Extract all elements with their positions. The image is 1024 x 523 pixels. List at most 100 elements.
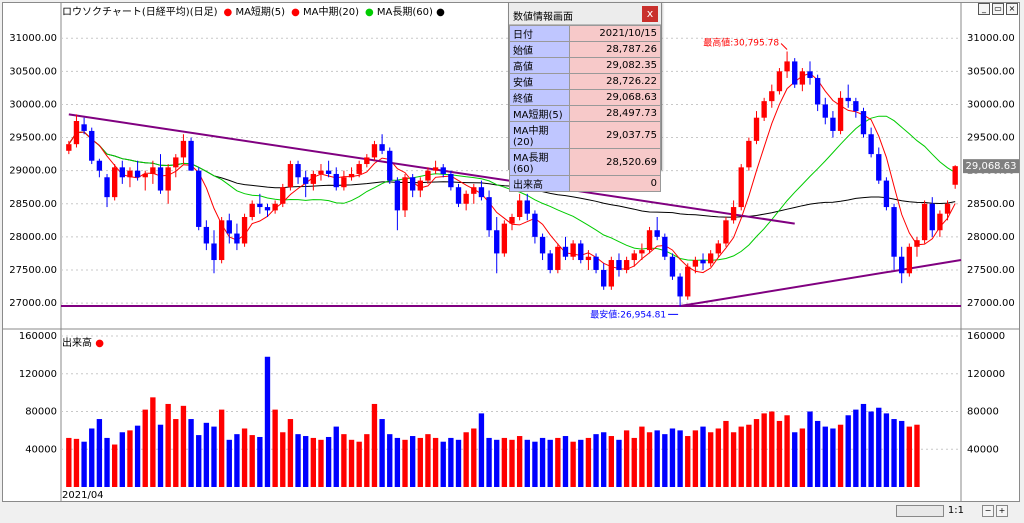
volume-bar <box>860 403 867 487</box>
volume-bar <box>165 403 171 487</box>
candle-body <box>929 203 935 231</box>
candle-body <box>578 243 584 261</box>
volume-tick-label-right: 120000 <box>967 369 1005 380</box>
price-tick-label-right: 28000.00 <box>967 232 1015 243</box>
price-tick-label-right: 31000.00 <box>967 33 1015 44</box>
candle-body <box>677 276 683 297</box>
volume-bar <box>173 419 179 487</box>
candle-body <box>379 144 385 151</box>
candle-body <box>218 220 225 261</box>
zoom-in-icon[interactable]: + <box>996 505 1008 517</box>
volume-bar <box>440 441 446 487</box>
price-tick-label-right: 27000.00 <box>967 298 1015 309</box>
candle-body <box>883 180 890 208</box>
candle-body <box>524 200 530 214</box>
candle-body <box>226 220 232 234</box>
restore-icon[interactable]: ▭ <box>992 3 1004 15</box>
last-price-tag <box>963 159 1019 174</box>
candle-body <box>89 130 95 161</box>
info-value: 28,787.26 <box>569 41 661 58</box>
candle-body <box>845 97 851 102</box>
volume-bar <box>608 436 615 487</box>
candle-body <box>646 230 653 251</box>
candle-body <box>173 157 179 168</box>
candle-body <box>516 200 523 217</box>
candle-body <box>486 197 492 231</box>
zoom-out-icon[interactable]: − <box>982 505 994 517</box>
candle-body <box>814 77 821 105</box>
info-panel[interactable]: 数値情報画面 x 日付 2021/10/15 始値 28,787.26 高値 29,082… <box>508 2 662 192</box>
bottom-bar <box>2 503 1020 521</box>
candle-body <box>280 187 286 204</box>
volume-bar <box>318 439 324 487</box>
volume-bar <box>799 428 806 487</box>
candle-body <box>654 230 660 237</box>
candle-body <box>723 220 729 244</box>
volume-bar <box>241 428 248 487</box>
volume-bar <box>562 436 569 487</box>
volume-bar <box>761 413 767 487</box>
volume-bar <box>524 439 530 487</box>
ma-long-legend: ● MA長期(60) ● <box>365 6 445 18</box>
volume-bar <box>180 405 187 487</box>
candle-body <box>455 187 462 204</box>
candle-body <box>66 144 72 151</box>
info-row: MA短期(5) 28,497.73 <box>509 105 661 122</box>
volume-bar <box>234 434 240 487</box>
candle-body <box>539 236 546 254</box>
volume-bar <box>883 413 890 487</box>
info-panel-title: 数値情報画面 <box>513 12 573 23</box>
candle-body <box>318 170 324 174</box>
info-panel-close-button[interactable]: x <box>642 6 658 22</box>
close-icon[interactable]: × <box>1006 3 1018 15</box>
volume-bar <box>899 420 905 487</box>
candle-body <box>196 170 202 227</box>
candle-body <box>211 243 217 261</box>
volume-bar <box>616 439 622 487</box>
price-tick-label-right: 29500.00 <box>967 133 1015 144</box>
candle-body <box>73 121 80 145</box>
zoom-level[interactable]: 1:1 <box>947 505 964 516</box>
candle-body <box>639 250 645 254</box>
info-row: 始値 28,787.26 <box>509 41 661 58</box>
volume-bar <box>784 415 790 487</box>
candle-body <box>111 167 118 198</box>
candle-body <box>593 256 599 270</box>
volume-bar <box>547 439 553 487</box>
price-tick-label-right: 27500.00 <box>967 265 1015 276</box>
volume-bar <box>486 437 492 487</box>
volume-bar <box>81 441 87 487</box>
candle-body <box>669 256 676 277</box>
candle-body <box>287 164 294 188</box>
candle-body <box>700 260 706 264</box>
volume-bar <box>142 409 148 487</box>
volume-tick-label: 80000 <box>25 407 57 418</box>
volume-bar <box>203 422 210 487</box>
scrollbar[interactable] <box>896 505 944 517</box>
info-panel-header[interactable]: 数値情報画面 x <box>509 3 661 25</box>
ma-short-legend: ● MA短期(5) <box>223 6 286 18</box>
candle-body <box>792 61 798 85</box>
volume-bar <box>830 428 836 487</box>
volume-tick-label: 120000 <box>19 369 57 380</box>
volume-bar <box>623 430 630 487</box>
info-value: 28,497.73 <box>569 105 661 122</box>
candle-body <box>448 173 454 188</box>
candle-body <box>157 167 164 191</box>
volume-tick-label-right: 160000 <box>967 331 1005 342</box>
candle-body <box>631 253 637 261</box>
volume-bar <box>646 432 653 487</box>
candle-body <box>570 243 576 257</box>
candle-body <box>96 160 103 171</box>
info-value: 0 <box>569 175 661 192</box>
volume-bar <box>555 437 561 487</box>
minimize-icon[interactable]: _ <box>978 3 990 15</box>
volume-bar <box>188 419 194 487</box>
volume-bar <box>471 428 477 487</box>
candle-body <box>104 177 110 198</box>
candle-body <box>937 213 943 231</box>
info-value: 29,082.35 <box>569 57 661 74</box>
volume-bar <box>325 436 332 487</box>
volume-bar <box>264 356 271 487</box>
